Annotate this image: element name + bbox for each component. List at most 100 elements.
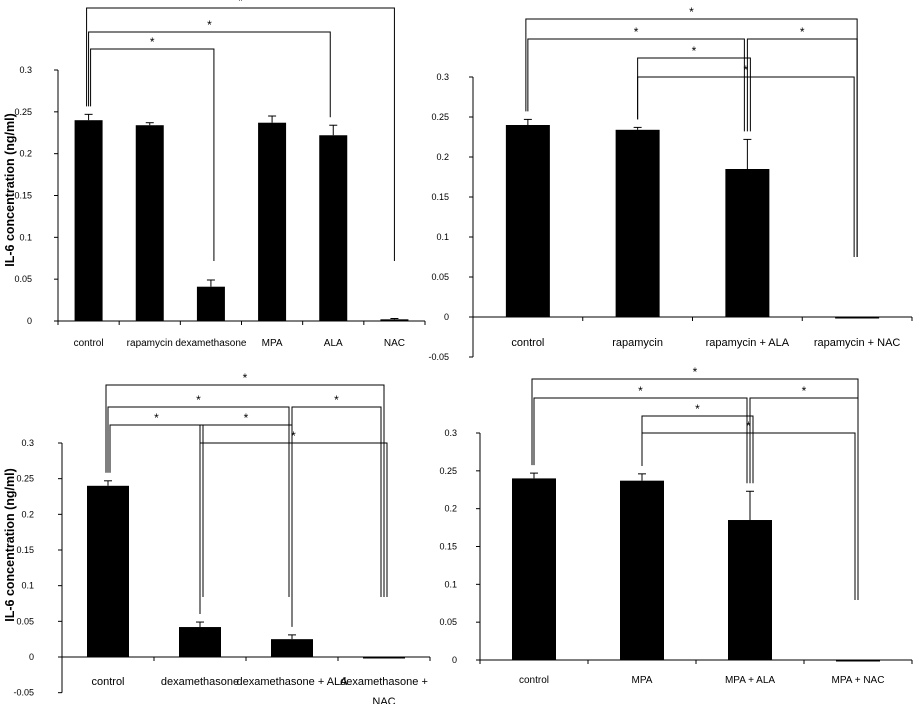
significance-bracket [88, 31, 331, 118]
significance-star: * [744, 63, 749, 77]
significance-star: * [693, 365, 698, 379]
category-label: dexamethasone + NAC [340, 676, 428, 704]
bar [258, 122, 287, 322]
y-tick-label: 0.2 [444, 504, 457, 514]
category-label-line: NAC [384, 338, 405, 349]
significance-bracket [533, 397, 748, 484]
category-label-line: ALA [324, 338, 343, 349]
y-tick-label: 0.25 [16, 474, 34, 484]
bar [835, 317, 880, 319]
y-tick-label: -0.05 [428, 352, 449, 362]
category-label-line: rapamycin + NAC [814, 337, 901, 349]
significance-bracket [109, 424, 204, 597]
significance-bracket [107, 406, 290, 597]
category-label: rapamycin + NAC [814, 337, 901, 349]
panel-bottom-left: -0.05 0 0.05 0.1 0.15 0.2 0.25 0.3 control dexame… [3, 371, 431, 704]
category-label-line: MPA + ALA [725, 675, 775, 686]
panel-top-right: -0.05 0 0.05 0.1 0.15 0.2 0.25 0.3 control rapamy… [428, 5, 913, 362]
category-label-line: rapamycin [127, 338, 173, 349]
category-label: ALA [324, 338, 343, 349]
category-label: MPA [632, 675, 653, 686]
category-label: control [519, 675, 549, 686]
category-label: MPA + NAC [832, 675, 885, 686]
bar [512, 478, 556, 660]
bar [179, 627, 221, 657]
panel-top-left: 0 0.05 0.1 0.15 0.2 0.25 0.3 control rapamycin de… [3, 0, 426, 349]
y-tick-label: 0.2 [436, 152, 449, 162]
significance-bracket [637, 76, 855, 257]
significance-star: * [154, 411, 159, 425]
y-tick-label: 0.25 [431, 112, 449, 122]
y-tick-label: 0.05 [439, 617, 457, 627]
significance-star: * [746, 419, 751, 433]
bar [836, 660, 880, 662]
y-axis-title: IL-6 concentration (ng/ml) [3, 113, 17, 266]
significance-bracket [86, 7, 395, 261]
category-label: control [91, 676, 124, 688]
significance-bracket [199, 442, 388, 615]
bar [74, 120, 103, 321]
category-label: control [511, 337, 544, 349]
bar [380, 319, 409, 321]
significance-star: * [638, 384, 643, 398]
y-tick-label: 0.1 [444, 579, 457, 589]
significance-bracket [291, 406, 382, 627]
significance-bracket [199, 424, 293, 615]
category-label-line: MPA [262, 338, 283, 349]
significance-star: * [207, 18, 212, 32]
significance-bracket [641, 432, 856, 600]
y-tick-label: 0.25 [439, 466, 457, 476]
panel-bottom-right: 0 0.05 0.1 0.15 0.2 0.25 0.3 control MPA MPA + AL… [439, 365, 913, 686]
y-tick-label: 0.05 [431, 272, 449, 282]
y-tick-label: 0.25 [14, 107, 32, 117]
significance-star: * [238, 0, 243, 8]
y-tick-label: 0.2 [19, 149, 32, 159]
y-tick-label: -0.05 [13, 688, 34, 698]
category-label-line: rapamycin [612, 337, 663, 349]
category-label: rapamycin [612, 337, 663, 349]
y-tick-label: 0.3 [444, 428, 457, 438]
category-label-line: dexamethasone + [340, 676, 428, 688]
y-tick-label: 0.15 [14, 191, 32, 201]
significance-star: * [634, 25, 639, 39]
y-tick-label: 0.3 [19, 65, 32, 75]
category-label: MPA [262, 338, 283, 349]
bar [319, 135, 348, 321]
bar [87, 485, 129, 657]
significance-star: * [334, 393, 339, 407]
category-label: dexamethasone + ALA [237, 676, 349, 688]
y-tick-label: 0 [444, 312, 449, 322]
y-tick-label: 0.3 [436, 72, 449, 82]
y-tick-label: 0 [29, 652, 34, 662]
category-label: rapamycin + ALA [706, 337, 790, 349]
bar [620, 480, 664, 660]
category-label-line: control [519, 675, 549, 686]
y-tick-label: 0.2 [21, 509, 34, 519]
significance-star: * [692, 44, 697, 58]
category-label-line: dexamethasone [175, 338, 247, 349]
bar [728, 520, 772, 660]
category-label: dexamethasone [175, 338, 247, 349]
bar [271, 639, 313, 657]
significance-bracket [105, 384, 385, 597]
y-tick-label: 0.1 [19, 232, 32, 242]
significance-star: * [689, 5, 694, 19]
y-tick-label: 0.05 [14, 274, 32, 284]
significance-bracket [746, 38, 858, 257]
bar [505, 125, 550, 317]
significance-star: * [695, 402, 700, 416]
significance-bracket [641, 415, 754, 484]
y-tick-label: 0.15 [16, 545, 34, 555]
category-label: rapamycin [127, 338, 173, 349]
y-axis-title: IL-6 concentration (ng/ml) [3, 468, 17, 621]
category-label-line: MPA [632, 675, 653, 686]
y-tick-label: 0.15 [431, 192, 449, 202]
bar [196, 286, 225, 321]
category-label-line: control [91, 676, 124, 688]
y-tick-label: 0.1 [436, 232, 449, 242]
significance-bracket [749, 397, 859, 600]
significance-bracket [90, 48, 215, 261]
y-tick-label: 0 [27, 316, 32, 326]
significance-star: * [800, 25, 805, 39]
category-label: MPA + ALA [725, 675, 775, 686]
